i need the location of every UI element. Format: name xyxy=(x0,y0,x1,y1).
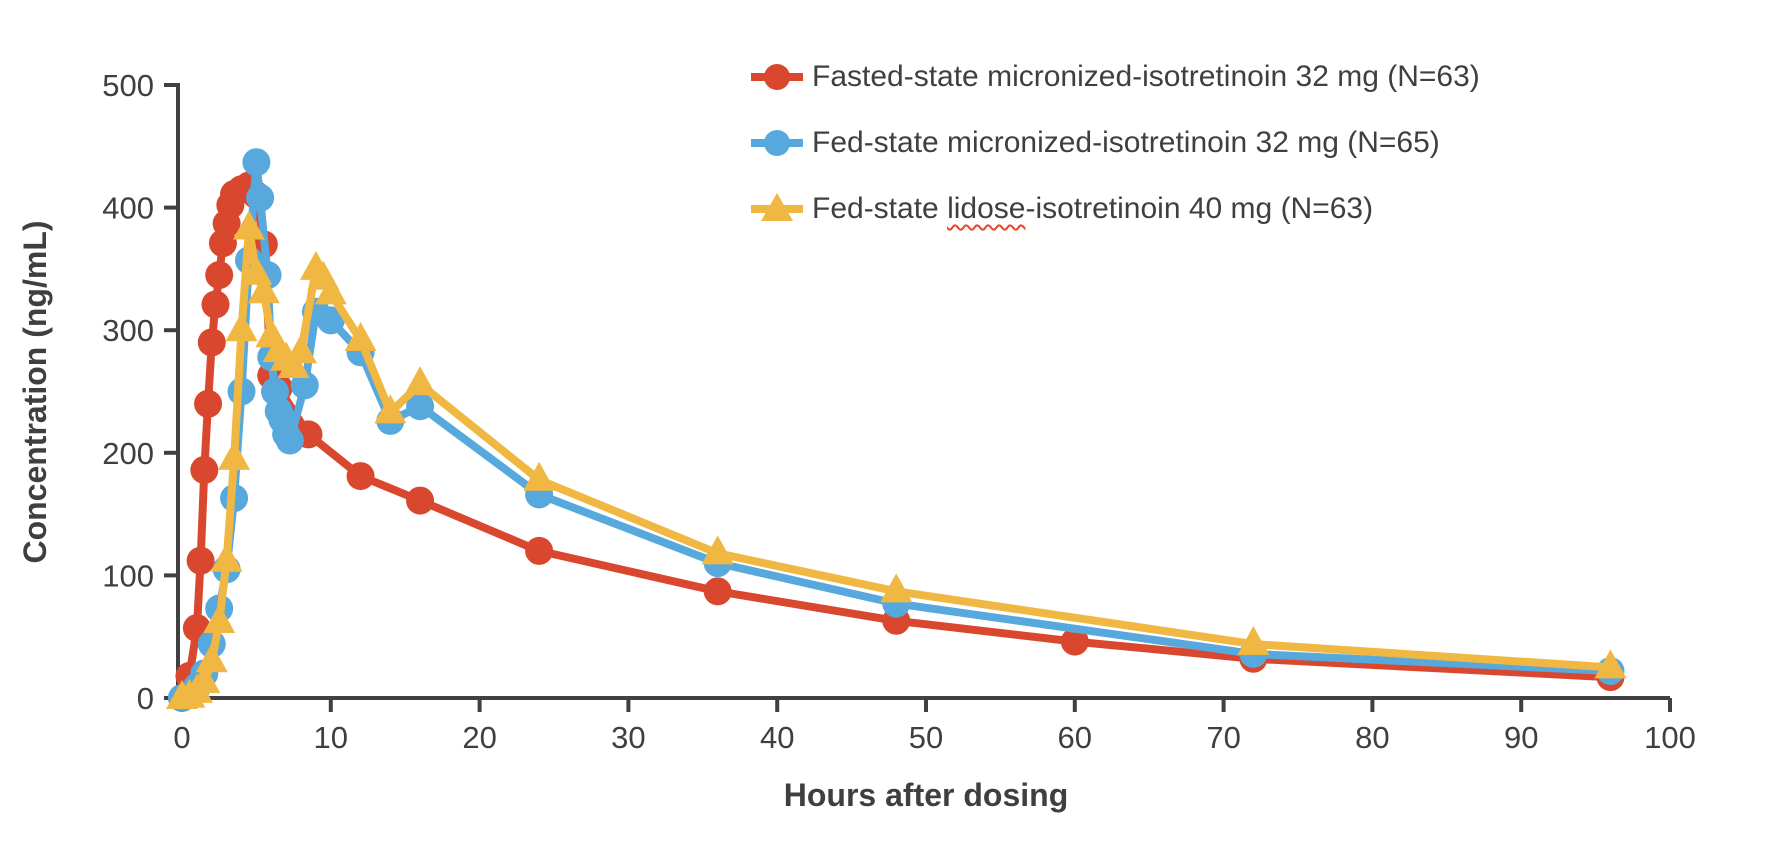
circle-marker xyxy=(406,392,435,421)
circle-marker xyxy=(197,328,226,357)
triangle-marker xyxy=(1594,649,1627,679)
circle-marker xyxy=(190,455,219,484)
triangle-marker xyxy=(195,643,228,673)
x-tick-label: 80 xyxy=(1355,720,1389,755)
triangle-marker xyxy=(203,603,236,633)
x-tick-label: 90 xyxy=(1504,720,1538,755)
y-tick-label: 500 xyxy=(102,68,154,103)
triangle-marker xyxy=(247,274,280,304)
circle-marker xyxy=(186,546,215,575)
circle-marker xyxy=(246,183,275,212)
triangle-marker xyxy=(210,542,243,572)
x-tick-label: 10 xyxy=(314,720,348,755)
circle-marker xyxy=(275,426,304,455)
circle-marker xyxy=(406,486,435,515)
x-tick-label: 20 xyxy=(462,720,496,755)
triangle-marker xyxy=(404,366,437,396)
triangle-marker xyxy=(344,322,377,352)
triangle-marker xyxy=(314,275,347,305)
legend-label-misspelled-word: lidose xyxy=(947,192,1026,225)
triangle-marker xyxy=(374,394,407,424)
red-circle-line-marker-icon xyxy=(748,59,806,95)
circle-marker xyxy=(703,577,732,606)
triangle-marker xyxy=(523,461,556,491)
circle-marker xyxy=(201,290,230,319)
y-axis-title: Concentration (ng/mL) xyxy=(17,220,53,563)
x-tick-label: 50 xyxy=(909,720,943,755)
legend-label-suffix: -isotretinoin 40 mg (N=63) xyxy=(1025,192,1374,225)
triangle-marker xyxy=(277,348,310,378)
legend-item-fed-lidose: Fed-state lidose-isotretinoin 40 mg (N=6… xyxy=(748,176,1480,242)
y-tick-label: 0 xyxy=(137,681,154,716)
legend-label: Fed-state micronized-isotretinoin 32 mg … xyxy=(812,126,1440,159)
circle-marker xyxy=(194,389,223,418)
triangle-marker xyxy=(218,440,251,470)
circle-marker xyxy=(525,536,554,565)
legend-label: Fed-state lidose-isotretinoin 40 mg (N=6… xyxy=(812,192,1373,226)
legend-item-fasted-micronized: Fasted-state micronized-isotretinoin 32 … xyxy=(748,44,1480,110)
x-tick-label: 0 xyxy=(173,720,190,755)
blue-circle-line-marker-icon xyxy=(748,125,806,161)
x-tick-label: 70 xyxy=(1206,720,1240,755)
triangle-marker xyxy=(1237,626,1270,656)
triangle-marker xyxy=(188,664,221,694)
y-tick-label: 200 xyxy=(102,436,154,471)
circle-marker xyxy=(290,371,319,400)
yellow-triangle-line-marker-icon xyxy=(748,191,806,227)
y-tick-label: 100 xyxy=(102,558,154,593)
triangle-marker xyxy=(880,573,913,603)
circle-marker xyxy=(205,261,234,290)
triangle-marker xyxy=(225,312,258,342)
circle-marker xyxy=(346,462,375,491)
legend-label-prefix: Fed-state xyxy=(812,192,948,225)
chart-legend: Fasted-state micronized-isotretinoin 32 … xyxy=(748,44,1480,242)
x-tick-label: 60 xyxy=(1058,720,1092,755)
triangle-marker xyxy=(285,334,318,364)
legend-item-fed-micronized: Fed-state micronized-isotretinoin 32 mg … xyxy=(748,110,1480,176)
x-tick-label: 100 xyxy=(1644,720,1696,755)
triangle-marker xyxy=(232,210,265,240)
triangle-marker xyxy=(701,535,734,565)
y-tick-label: 400 xyxy=(102,191,154,226)
circle-marker xyxy=(316,306,345,335)
x-axis-title: Hours after dosing xyxy=(784,777,1068,813)
x-tick-label: 30 xyxy=(611,720,645,755)
y-tick-label: 300 xyxy=(102,313,154,348)
x-tick-label: 40 xyxy=(760,720,794,755)
legend-label: Fasted-state micronized-isotretinoin 32 … xyxy=(812,60,1480,93)
circle-marker xyxy=(1060,627,1089,656)
circle-marker xyxy=(242,148,271,177)
